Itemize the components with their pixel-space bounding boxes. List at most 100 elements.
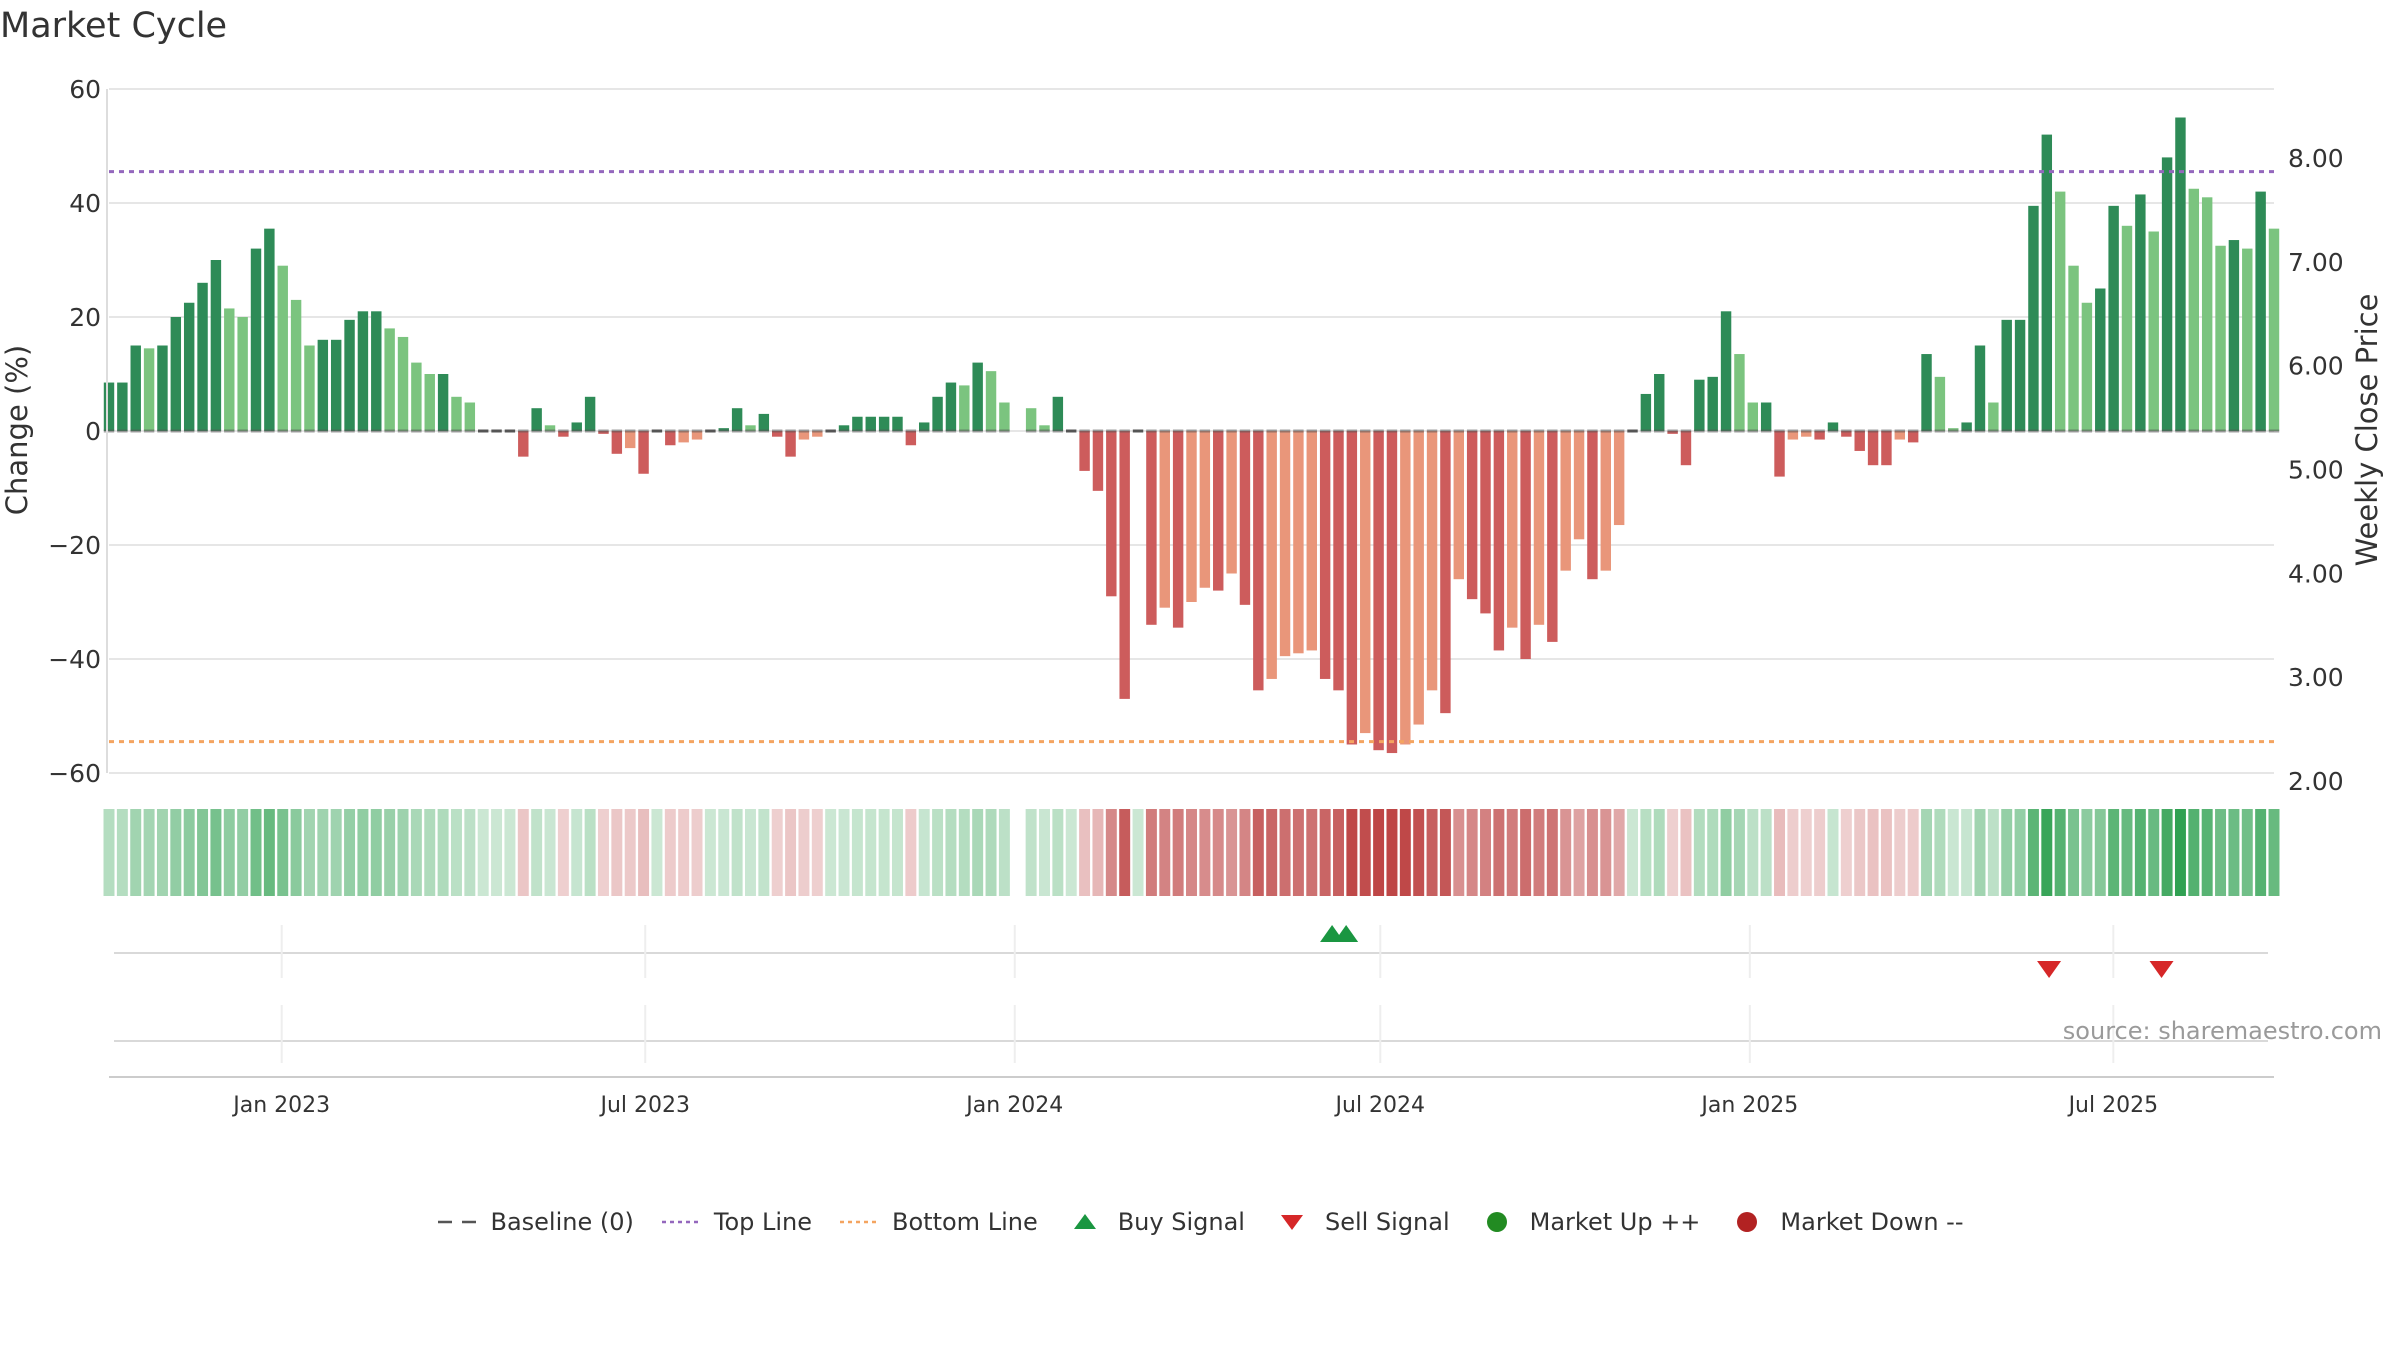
heat-cell-2023-05-12: [517, 809, 529, 896]
heat-cell-2024-03-01: [1079, 809, 1091, 896]
heat-cell-2025-10-31: [2241, 809, 2253, 896]
heat-cell-2025-08-15: [2094, 809, 2106, 896]
heat-cell-2024-09-06: [1439, 809, 1451, 896]
bar-2023-09-29: [785, 431, 796, 457]
heat-cell-2022-12-16: [237, 809, 249, 896]
bar-2023-01-27: [317, 339, 329, 431]
heat-cell-2025-09-19: [2161, 809, 2173, 896]
heat-cell-2023-04-21: [477, 809, 489, 896]
y2-tick-label: 7.00: [2288, 248, 2344, 277]
bar-2025-08-01: [2068, 265, 2079, 431]
heat-cell-2024-10-11: [1506, 809, 1518, 896]
baseline-segment: [531, 429, 542, 433]
heat-cell-2023-09-22: [771, 809, 783, 896]
bar-2024-08-09: [1386, 431, 1398, 754]
baseline-segment: [1106, 429, 1117, 433]
heat-cell-2024-04-19: [1172, 809, 1184, 896]
bar-2025-05-09: [1907, 431, 1919, 443]
heat-cell-2025-10-10: [2201, 809, 2213, 896]
bar-2022-11-25: [197, 282, 208, 431]
bar-2023-06-02: [558, 431, 569, 437]
heat-cell-2023-04-07: [450, 809, 462, 896]
bar-2025-06-13: [1974, 345, 1986, 431]
baseline-segment: [2175, 429, 2186, 433]
source-label: source: sharemaestro.com: [2063, 1017, 2382, 1045]
heat-cell-2022-11-11: [170, 809, 182, 896]
baseline-segment: [1974, 429, 1986, 433]
heat-cell-2024-11-01: [1546, 809, 1558, 896]
baseline-dash-icon: [438, 1220, 477, 1224]
buy-signal-marker: [1334, 925, 1359, 942]
legend-label: Buy Signal: [1117, 1208, 1245, 1236]
legend-item[interactable]: Market Up ++: [1476, 1208, 1700, 1236]
bar-2024-02-16: [1052, 396, 1064, 431]
heat-cell-2022-12-09: [223, 809, 235, 896]
bar-2022-12-16: [237, 317, 248, 431]
heat-cell-2025-09-12: [2148, 809, 2160, 896]
bar-2025-07-04: [2014, 319, 2026, 431]
baseline-segment: [892, 429, 903, 433]
heat-cell-2024-03-08: [1092, 809, 1104, 896]
baseline-segment: [945, 429, 957, 433]
bar-2024-09-13: [1453, 431, 1464, 580]
heat-cell-2023-09-15: [758, 809, 770, 896]
baseline-segment: [1747, 429, 1759, 433]
baseline-segment: [1560, 429, 1571, 433]
baseline-segment: [143, 429, 155, 433]
baseline-segment: [1774, 429, 1785, 433]
bar-2024-07-26: [1360, 431, 1371, 734]
heat-cell-2023-03-31: [437, 809, 449, 896]
bar-2025-05-23: [1934, 376, 1946, 431]
baseline-segment: [985, 429, 997, 433]
heat-cell-2025-04-11: [1854, 809, 1866, 896]
bar-2023-12-08: [919, 422, 930, 431]
heat-cell-2025-08-01: [2068, 809, 2080, 896]
heat-cell-2025-09-26: [2174, 809, 2186, 896]
legend-item[interactable]: Market Down --: [1726, 1208, 1964, 1236]
y-axis-title: Change (%): [0, 345, 34, 515]
bar-2023-11-03: [852, 416, 863, 431]
heat-cell-2023-05-26: [544, 809, 556, 896]
heat-cell-2024-09-20: [1466, 809, 1478, 896]
heat-cell-2024-08-23: [1413, 809, 1425, 896]
bar-2025-03-07: [1787, 431, 1799, 440]
heat-cell-2024-12-13: [1627, 809, 1639, 896]
heat-cell-2025-02-14: [1747, 809, 1759, 896]
bar-2024-02-09: [1039, 425, 1050, 431]
baseline-segment: [411, 429, 422, 433]
bar-2024-04-12: [1159, 431, 1170, 608]
triangle-down-icon: [1280, 1215, 1303, 1230]
baseline-segment: [2135, 429, 2146, 433]
bar-2024-09-20: [1466, 431, 1478, 600]
legend-item[interactable]: Sell Signal: [1271, 1208, 1450, 1236]
baseline-segment: [437, 429, 449, 433]
bar-2023-02-17: [357, 311, 369, 431]
chart-legend: Baseline (0) Top Line Bottom Line Buy Signa…: [0, 1208, 2400, 1236]
baseline-segment: [771, 429, 783, 433]
baseline-segment: [1052, 429, 1064, 433]
baseline-segment: [317, 429, 329, 433]
heat-cell-2025-02-21: [1760, 809, 1772, 896]
bar-2023-06-16: [584, 396, 596, 431]
legend-item[interactable]: Buy Signal: [1064, 1208, 1245, 1236]
legend-item[interactable]: Top Line: [660, 1208, 812, 1236]
legend-item[interactable]: Bottom Line: [838, 1208, 1038, 1236]
baseline-segment: [1239, 429, 1251, 433]
bar-2023-02-10: [344, 319, 355, 431]
bar-2024-11-29: [1600, 431, 1612, 571]
legend-item[interactable]: Baseline (0): [436, 1208, 634, 1236]
baseline-segment: [237, 429, 248, 433]
baseline-segment: [1894, 429, 1906, 433]
bar-2023-12-22: [945, 382, 957, 431]
baseline-segment: [371, 429, 382, 433]
baseline-segment: [611, 429, 623, 433]
bar-2023-02-24: [371, 311, 382, 431]
x-tick-label: Jan 2024: [964, 1093, 1063, 1118]
baseline-segment: [2268, 429, 2280, 433]
baseline-segment: [2201, 429, 2213, 433]
heat-cell-2023-07-07: [624, 809, 636, 896]
baseline-segment: [2161, 429, 2173, 433]
baseline-segment: [1279, 429, 1291, 433]
heat-cell-2024-06-21: [1292, 809, 1304, 896]
heat-cell-2024-03-22: [1119, 809, 1131, 896]
